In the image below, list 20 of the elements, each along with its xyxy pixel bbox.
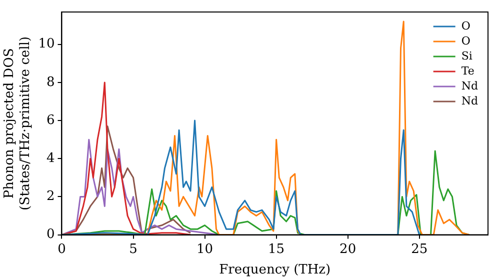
x-tick-label: 10: [196, 242, 214, 257]
x-axis-title: Frequency (THz): [219, 262, 331, 278]
y-tick-label: 2: [46, 189, 55, 204]
y-tick-label: 0: [46, 227, 55, 242]
x-tick-label: 15: [268, 242, 285, 257]
legend-label: Si: [461, 49, 473, 62]
x-tick-label: 5: [129, 242, 138, 257]
legend-label: O: [461, 19, 470, 32]
legend-label: Nd: [461, 79, 478, 92]
y-tick-label: 10: [38, 36, 55, 52]
x-tick-label: 0: [58, 242, 66, 257]
y-axis-title: Phonon projected DOS (States/THz·primitive cell): [2, 36, 33, 210]
y-tick-label: 8: [46, 74, 55, 90]
y-tick-label: 6: [46, 112, 55, 128]
legend-label: Nd: [461, 94, 478, 108]
legend-label: O: [461, 34, 470, 48]
y-tick-label: 4: [46, 151, 55, 166]
x-tick-label: 20: [340, 242, 356, 257]
legend-label: Te: [461, 64, 474, 78]
x-tick-label: 25: [411, 242, 428, 257]
